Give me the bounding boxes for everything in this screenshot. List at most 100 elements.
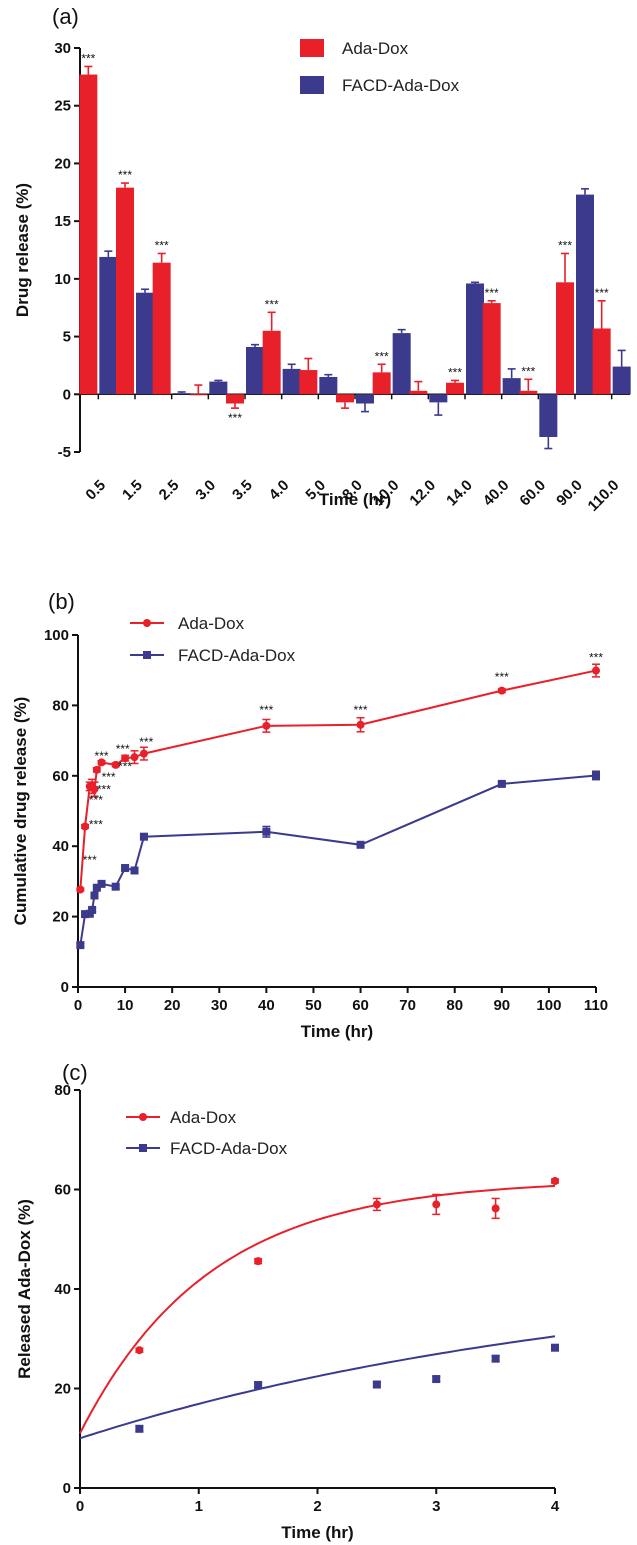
significance-label: *** (558, 238, 572, 252)
data-point-facd-ada-dox (131, 866, 139, 874)
panel-a: (a) -5 0 5 10 15 20 25 30 0.5 1.5 2.5 3.0 3.5 4.0 5.0 8… (0, 0, 637, 520)
data-point-facd-ada-dox (135, 1425, 143, 1433)
scatter-chart-released-ada-dox: 0 20 40 60 80 0 1 2 3 4 Released Ada-Dox (%) Time (… (0, 1060, 637, 1545)
y-tick-label: -5 (58, 444, 71, 461)
bar-facd-ada-dox (99, 257, 117, 394)
bar-facd-ada-dox (136, 293, 154, 395)
x-tick-label: 3.5 (229, 477, 256, 504)
significance-label: *** (448, 365, 462, 379)
x-tick-label: 2.5 (156, 477, 183, 504)
x-tick-label: 4 (551, 1498, 560, 1515)
data-point-facd-ada-dox (90, 891, 98, 899)
data-point-facd-ada-dox (498, 780, 506, 788)
y-tick-label: 60 (54, 1182, 71, 1199)
y-tick-label: 5 (63, 329, 71, 346)
y-tick-label: 0 (63, 386, 71, 403)
x-tick-label: 80 (446, 997, 463, 1014)
data-point-ada-dox (254, 1257, 262, 1265)
x-tick-label: 3.0 (192, 477, 219, 504)
fit-curve-facd-ada-dox (80, 1336, 555, 1438)
bar-ada-dox (483, 303, 501, 394)
bar-facd-ada-dox (576, 195, 594, 395)
significance-label: *** (95, 749, 109, 763)
data-point-ada-dox (262, 722, 270, 730)
significance-label: *** (118, 168, 132, 182)
legend-label: FACD-Ada-Dox (342, 76, 460, 95)
y-tick-label: 80 (52, 697, 69, 714)
x-tick-label: 14.0 (443, 477, 476, 510)
x-axis-title: Time (hr) (301, 1022, 373, 1041)
bar-facd-ada-dox (246, 347, 264, 394)
legend-swatch (300, 39, 324, 57)
legend-marker-square (143, 651, 151, 659)
significance-label: *** (589, 650, 603, 664)
x-tick-label: 90.0 (553, 477, 586, 510)
x-tick-label: 30 (211, 997, 228, 1014)
data-point-facd-ada-dox (432, 1375, 440, 1383)
significance-label: *** (375, 349, 389, 363)
legend-label: Ada-Dox (178, 614, 245, 633)
y-tick-label: 25 (54, 98, 71, 115)
y-tick-label: 60 (52, 768, 69, 785)
significance-label: *** (89, 818, 103, 832)
bar-ada-dox (593, 328, 611, 394)
legend-swatch (300, 76, 324, 94)
x-axis-title: Time (hr) (281, 1523, 353, 1542)
bar-ada-dox (519, 391, 537, 394)
data-point-facd-ada-dox (592, 771, 600, 779)
bar-facd-ada-dox (283, 369, 301, 394)
y-tick-label: 40 (54, 1281, 71, 1298)
bar-facd-ada-dox (173, 393, 191, 394)
bar-facd-ada-dox (466, 283, 484, 394)
bar-ada-dox (189, 394, 207, 395)
x-tick-label: 110.0 (585, 477, 623, 515)
bar-facd-ada-dox (393, 333, 411, 394)
y-tick-label: 10 (54, 271, 71, 288)
legend-marker-square (139, 1144, 147, 1152)
data-point-facd-ada-dox (76, 941, 84, 949)
fit-curve-ada-dox (80, 1186, 555, 1433)
y-tick-label: 20 (54, 1381, 71, 1398)
significance-label: *** (155, 238, 169, 252)
data-point-facd-ada-dox (373, 1381, 381, 1389)
data-point-facd-ada-dox (551, 1344, 559, 1352)
data-point-facd-ada-dox (492, 1355, 500, 1363)
bar-ada-dox (79, 75, 97, 395)
x-tick-label: 90 (493, 997, 510, 1014)
x-tick-label: 40 (258, 997, 275, 1014)
data-point-facd-ada-dox (88, 906, 96, 914)
significance-label: *** (97, 782, 111, 796)
data-point-ada-dox (498, 687, 506, 695)
y-tick-label: 100 (44, 627, 69, 644)
data-point-facd-ada-dox (140, 833, 148, 841)
series-line-facd-ada-dox (80, 775, 596, 945)
legend-label: FACD-Ada-Dox (170, 1139, 288, 1158)
x-axis-title: Time (hr) (319, 490, 391, 509)
y-tick-label: 20 (52, 909, 69, 926)
line-chart-cumulative-release: 0 20 40 60 80 100 0 10 20 30 40 50 60 70 80 90 100 110 ***… (0, 585, 637, 1055)
x-tick-label: 70 (399, 997, 416, 1014)
bar-ada-dox (263, 331, 281, 394)
data-point-ada-dox (135, 1346, 143, 1354)
data-point-ada-dox (81, 822, 89, 830)
bar-facd-ada-dox (319, 377, 337, 394)
x-tick-label: 20 (164, 997, 181, 1014)
significance-label: *** (118, 760, 132, 774)
significance-label: *** (83, 853, 97, 867)
data-point-ada-dox (432, 1200, 440, 1208)
legend-label: Ada-Dox (342, 39, 409, 58)
x-tick-label: 0 (74, 997, 82, 1014)
data-point-facd-ada-dox (262, 828, 270, 836)
bar-ada-dox (226, 394, 244, 403)
series-line-ada-dox (80, 671, 596, 890)
x-tick-label: 3 (432, 1498, 440, 1515)
bar-facd-ada-dox (539, 394, 557, 437)
data-point-ada-dox (551, 1177, 559, 1185)
y-axis-title: Cumulative drug release (%) (11, 697, 30, 926)
bar-facd-ada-dox (429, 394, 447, 402)
significance-label: *** (102, 770, 116, 784)
significance-label: *** (139, 735, 153, 749)
y-tick-label: 0 (61, 979, 69, 996)
x-tick-label: 0 (76, 1498, 84, 1515)
